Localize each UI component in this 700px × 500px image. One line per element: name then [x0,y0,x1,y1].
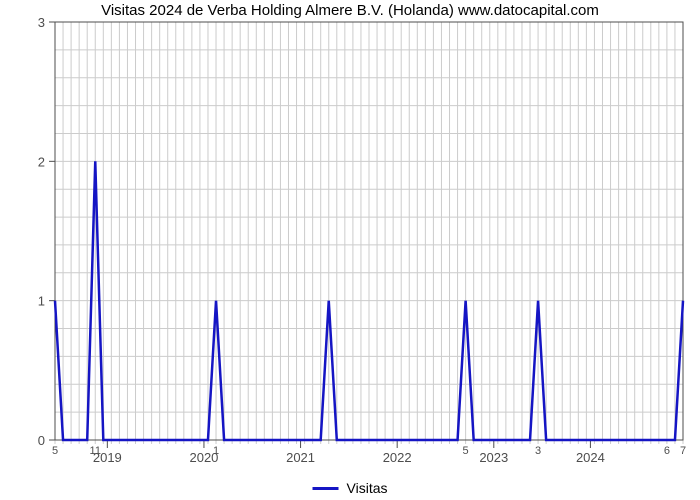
svg-text:2021: 2021 [286,450,315,465]
svg-text:1: 1 [213,445,219,457]
svg-text:2024: 2024 [576,450,605,465]
chart-legend: Visitas [313,480,388,496]
svg-text:0: 0 [38,433,45,448]
svg-text:1: 1 [38,294,45,309]
svg-text:6: 6 [664,445,670,457]
svg-text:2023: 2023 [479,450,508,465]
svg-text:2: 2 [38,154,45,169]
svg-text:5: 5 [52,445,58,457]
svg-text:3: 3 [535,445,541,457]
svg-text:3: 3 [38,15,45,30]
chart-container: Visitas 2024 de Verba Holding Almere B.V… [0,0,700,500]
svg-text:5: 5 [463,445,469,457]
legend-swatch [313,487,339,490]
line-chart-svg: 012320192020202120222023202451115367 [0,0,700,500]
legend-label: Visitas [347,480,388,496]
svg-text:11: 11 [90,445,101,457]
svg-text:7: 7 [680,445,686,457]
svg-text:2022: 2022 [383,450,412,465]
